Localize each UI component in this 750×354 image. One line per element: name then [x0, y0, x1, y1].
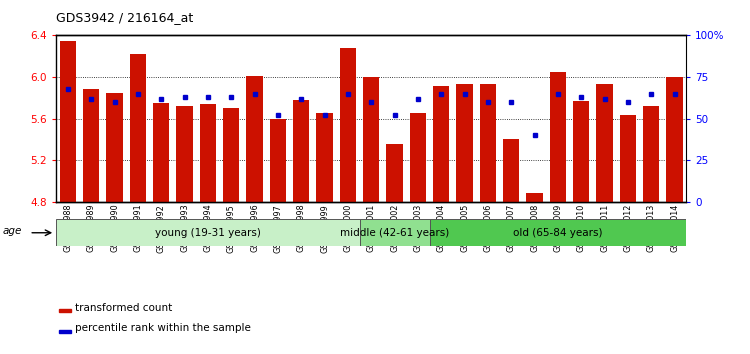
Bar: [643, 106, 659, 202]
Text: GSM812991: GSM812991: [134, 204, 142, 252]
Bar: [596, 84, 613, 202]
Bar: [526, 193, 543, 202]
Bar: [247, 76, 262, 202]
Text: GSM813011: GSM813011: [600, 204, 609, 252]
Text: GSM813001: GSM813001: [367, 204, 376, 252]
Text: GDS3942 / 216164_at: GDS3942 / 216164_at: [56, 11, 194, 24]
Text: GSM813012: GSM813012: [623, 204, 632, 252]
Bar: [667, 77, 682, 202]
Text: GSM812995: GSM812995: [226, 204, 236, 252]
Bar: [56, 219, 359, 246]
Text: old (65-84 years): old (65-84 years): [513, 228, 603, 238]
Text: GSM813014: GSM813014: [670, 204, 679, 252]
Bar: [359, 219, 430, 246]
Bar: [200, 104, 216, 202]
Text: GSM812993: GSM812993: [180, 204, 189, 252]
Text: GSM813008: GSM813008: [530, 204, 539, 252]
Bar: [363, 77, 380, 202]
Text: GSM813005: GSM813005: [460, 204, 469, 252]
Bar: [59, 309, 70, 312]
Bar: [130, 54, 146, 202]
Text: GSM812994: GSM812994: [203, 204, 212, 252]
Text: GSM813002: GSM813002: [390, 204, 399, 252]
Bar: [223, 108, 239, 202]
Bar: [316, 113, 333, 202]
Bar: [176, 106, 193, 202]
Text: middle (42-61 years): middle (42-61 years): [340, 228, 449, 238]
Text: GSM813007: GSM813007: [507, 204, 516, 252]
Bar: [153, 103, 170, 202]
Bar: [573, 101, 590, 202]
Bar: [59, 330, 70, 333]
Bar: [83, 90, 100, 202]
Text: percentile rank within the sample: percentile rank within the sample: [75, 323, 251, 333]
Text: young (19-31 years): young (19-31 years): [155, 228, 261, 238]
Text: GSM812997: GSM812997: [274, 204, 283, 252]
Bar: [457, 84, 472, 202]
Bar: [60, 41, 76, 202]
Bar: [410, 113, 426, 202]
Text: GSM813006: GSM813006: [484, 204, 493, 252]
Text: GSM813010: GSM813010: [577, 204, 586, 252]
Bar: [293, 100, 310, 202]
Bar: [550, 72, 566, 202]
Text: GSM813000: GSM813000: [344, 204, 352, 252]
Text: GSM812992: GSM812992: [157, 204, 166, 252]
Bar: [433, 86, 449, 202]
Text: GSM812998: GSM812998: [297, 204, 306, 252]
Bar: [430, 219, 686, 246]
Bar: [340, 48, 356, 202]
Bar: [106, 93, 123, 202]
Text: GSM812990: GSM812990: [110, 204, 119, 252]
Text: GSM813013: GSM813013: [646, 204, 656, 252]
Text: GSM813003: GSM813003: [413, 204, 422, 252]
Text: GSM812988: GSM812988: [64, 204, 73, 252]
Bar: [270, 119, 286, 202]
Text: GSM812996: GSM812996: [250, 204, 259, 252]
Bar: [480, 84, 496, 202]
Text: GSM812999: GSM812999: [320, 204, 329, 252]
Text: GSM813004: GSM813004: [436, 204, 445, 252]
Text: age: age: [3, 227, 22, 236]
Bar: [503, 139, 520, 202]
Text: GSM812989: GSM812989: [87, 204, 96, 252]
Text: GSM813009: GSM813009: [554, 204, 562, 252]
Bar: [620, 115, 636, 202]
Bar: [386, 144, 403, 202]
Text: transformed count: transformed count: [75, 303, 172, 313]
